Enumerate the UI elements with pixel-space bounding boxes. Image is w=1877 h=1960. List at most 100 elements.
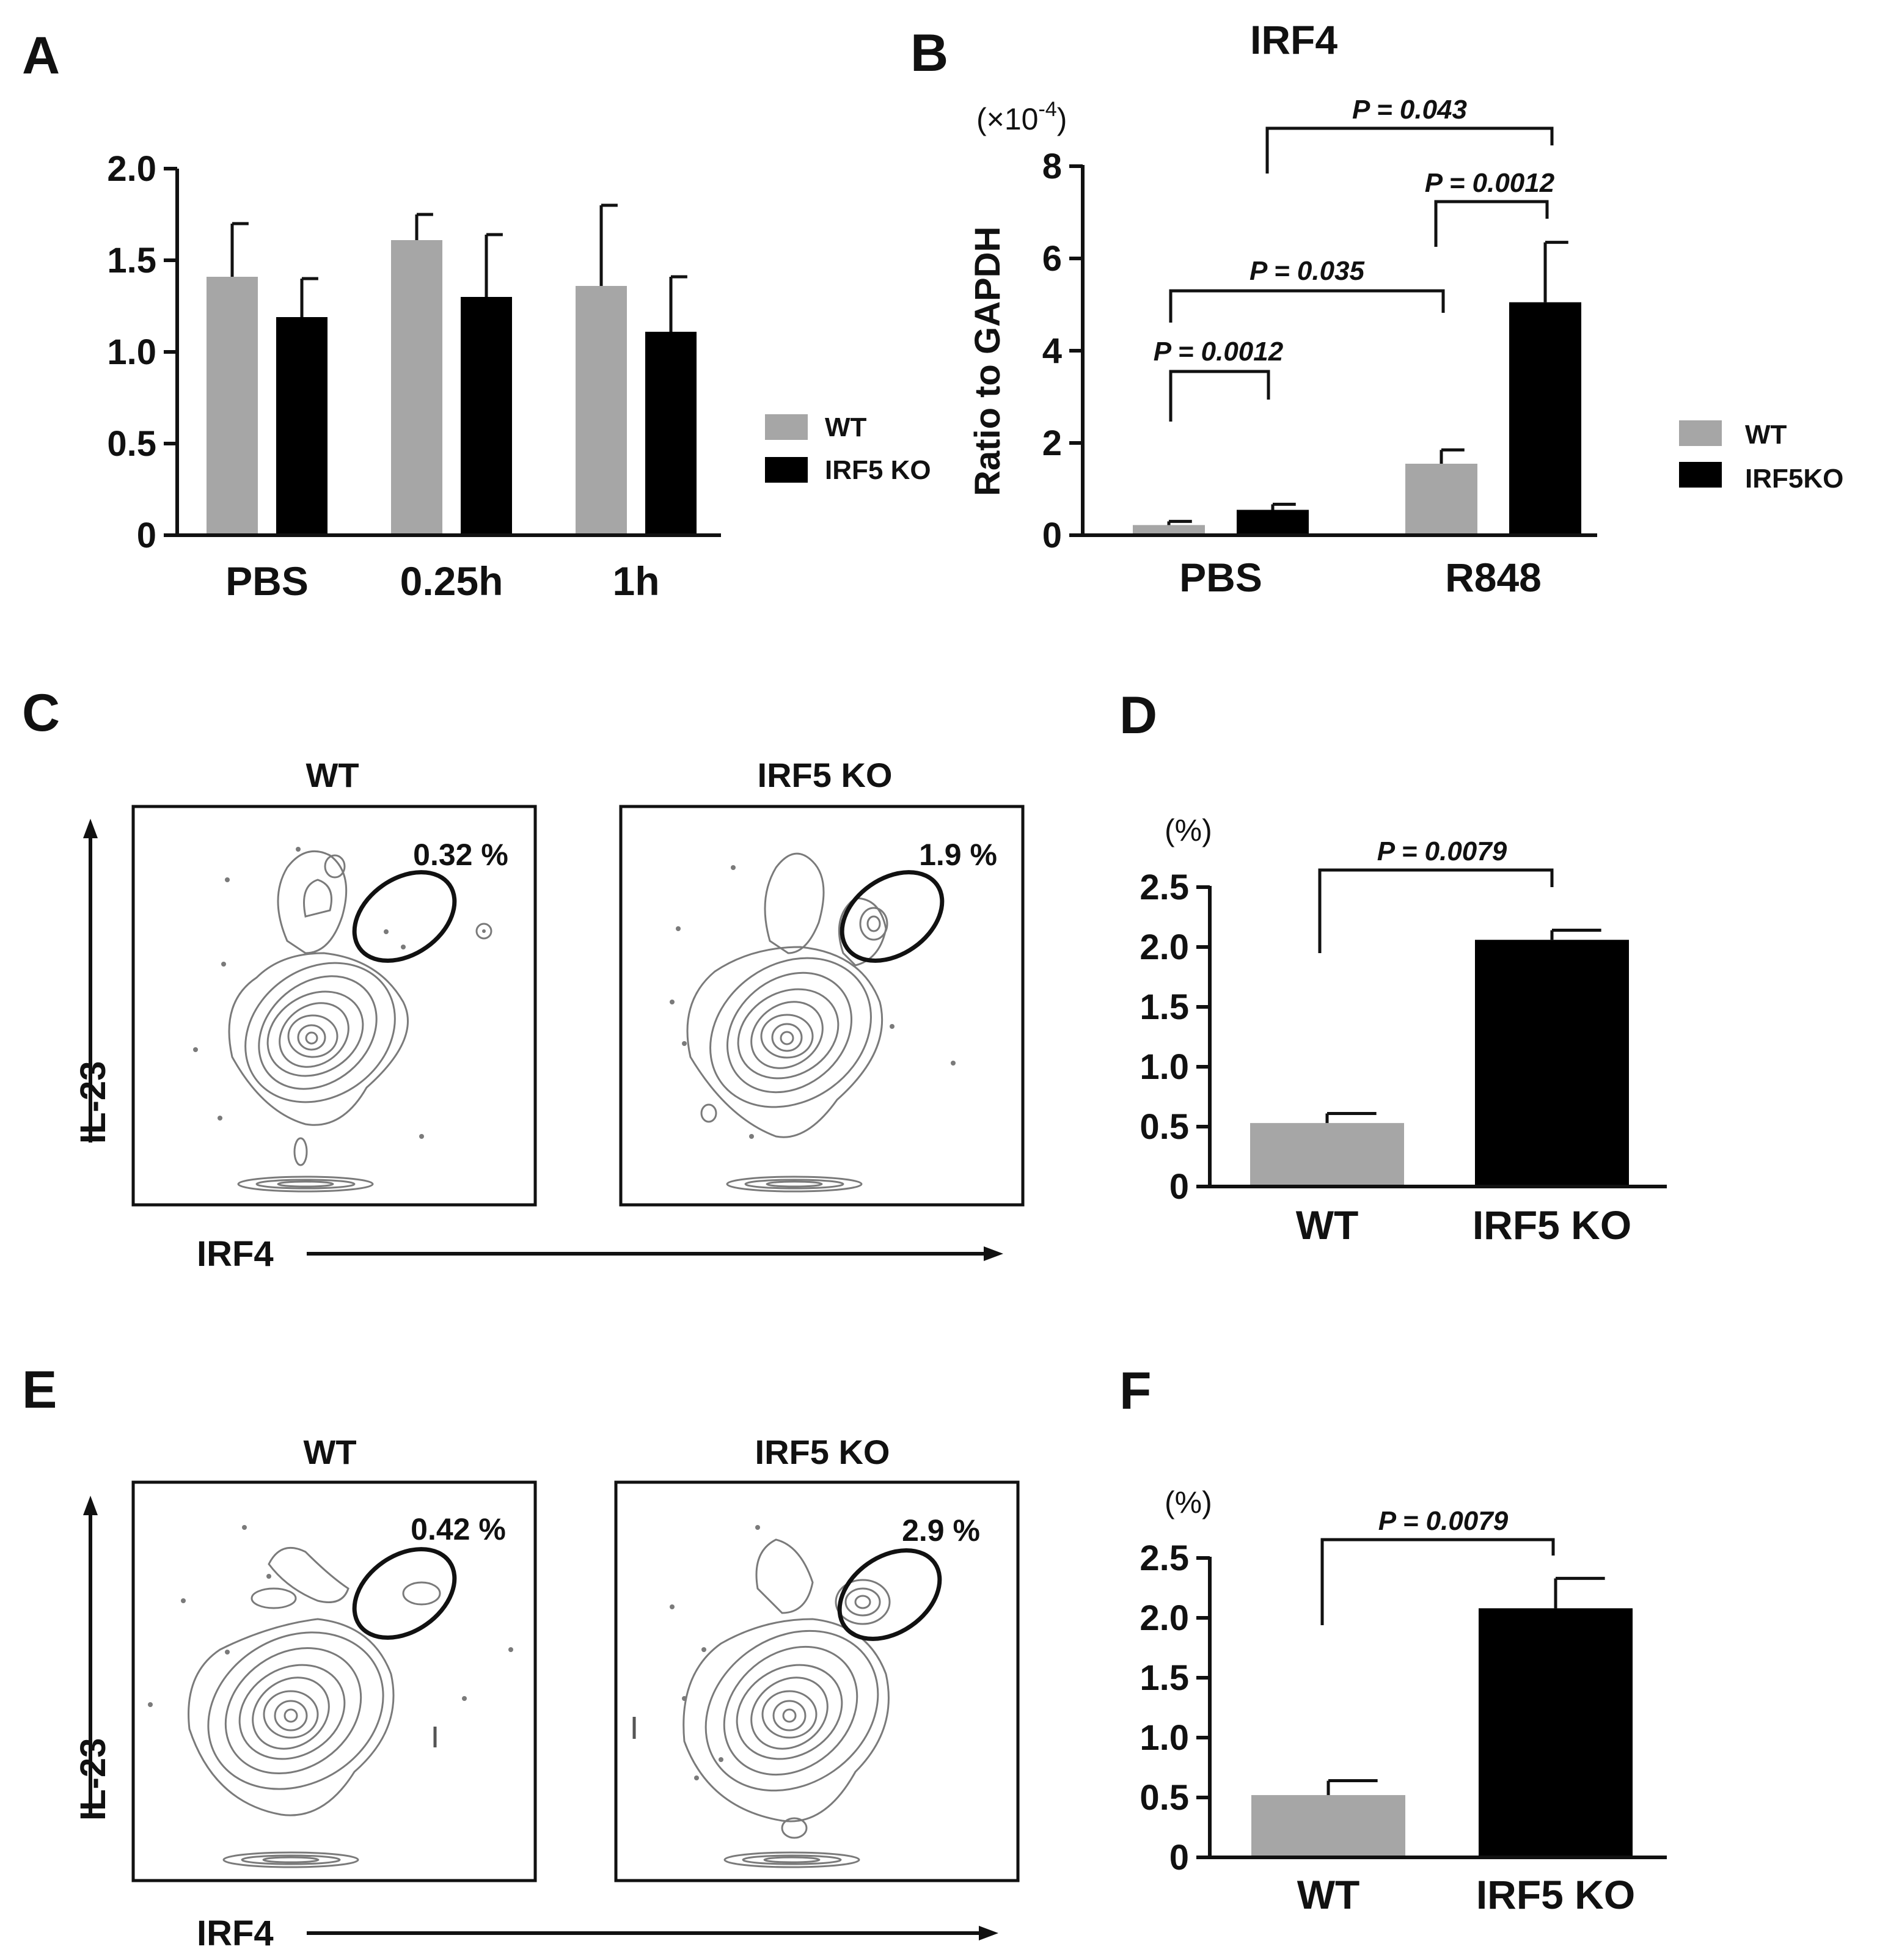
panel-letter-d: D [1119, 686, 1157, 745]
chart-d-bars [1250, 929, 1629, 1187]
pvalue-d: P = 0.0079 [1377, 836, 1507, 866]
chart-d-category-label: WT [1296, 1202, 1359, 1248]
panel-e: E WT [22, 1361, 1020, 1953]
chart-b-ytick-label: 2 [1042, 423, 1062, 463]
chart-d-ytick-label: 2.0 [1140, 927, 1189, 967]
flow-e-wt-gate [352, 1547, 457, 1640]
chart-b-y-ticks: 0 2 4 6 8 [1042, 147, 1083, 555]
chart-f-categories: WT IRF5 KO [1297, 1872, 1635, 1917]
flow-plot-e-wt: WT [131, 1433, 537, 1882]
panel-f: F (%) 0 0.5 1.0 1.5 2.0 2.5 WT IRF5 KO P = 0.0… [1119, 1362, 1667, 1917]
panel-a: A 0 0.5 1.0 1.5 2.0 PBS 0.25h 1h WT IRF5 KO [22, 26, 931, 604]
flow-c-wt-percent: 0.32 % [413, 838, 508, 872]
chart-f-category-label: IRF5 KO [1476, 1872, 1635, 1917]
chart-d-ytick-label: 1.0 [1140, 1047, 1189, 1087]
chart-b-category-label: R848 [1445, 555, 1542, 600]
flow-plot-c-ko: IRF5 KO [619, 756, 1025, 1207]
chart-f-bars [1251, 1576, 1633, 1857]
legend-b-wt-swatch [1679, 420, 1722, 446]
chart-a-category-label: 0.25h [400, 558, 503, 604]
legend-b-wt-label: WT [1745, 420, 1787, 450]
bracket-d [1318, 868, 1554, 953]
bar-d-ko [1475, 940, 1629, 1187]
legend-a-ko-swatch [765, 457, 808, 483]
flow-plot-e-ko: IRF5 KO [614, 1433, 1020, 1882]
chart-a-ytick-label: 0.5 [107, 424, 156, 464]
chart-a-categories: PBS 0.25h 1h [225, 558, 659, 604]
chart-f-ytick-label: 0.5 [1140, 1778, 1189, 1818]
chart-b-bars [1133, 241, 1581, 535]
chart-d-categories: WT IRF5 KO [1296, 1202, 1631, 1248]
panel-b: B IRF4 (×10-4) Ratio to GAPDH 0 2 4 6 8 PBS R… [910, 17, 1843, 600]
flow-e-wt-title: WT [303, 1433, 356, 1471]
bar-b-ko-PBS [1237, 510, 1309, 535]
flow-e-wt-contours [148, 1525, 513, 1868]
chart-b-ytick-label: 8 [1042, 147, 1062, 186]
bar-f-ko [1479, 1608, 1633, 1857]
chart-b-significance: P = 0.043 P = 0.0012 P = 0.035 P = 0.001… [1154, 95, 1555, 422]
pvalue-b-1: P = 0.043 [1352, 95, 1467, 125]
panel-letter-e: E [22, 1361, 57, 1419]
chart-b-title: IRF4 [1250, 17, 1337, 62]
flow-c-ko-contours [670, 852, 956, 1193]
bar-b-wt-PBS [1133, 525, 1205, 535]
chart-b-y-unit: (×10-4) [976, 98, 1067, 136]
flow-c-x-label: IRF4 [197, 1234, 274, 1274]
legend-b-ko-swatch [1679, 462, 1722, 488]
flow-e-wt-percent: 0.42 % [411, 1512, 506, 1546]
flow-c-wt-title: WT [306, 756, 359, 794]
pvalue-b-3: P = 0.035 [1250, 256, 1364, 286]
flow-e-wt-frame [131, 1480, 537, 1882]
chart-a-category-label: 1h [612, 558, 659, 604]
pvalue-b-4: P = 0.0012 [1154, 337, 1284, 367]
panel-letter-a: A [22, 26, 60, 85]
flow-c-ko-percent: 1.9 % [919, 838, 997, 872]
flow-e-ko-contours [632, 1525, 891, 1868]
bar-f-wt [1251, 1795, 1405, 1857]
chart-b-ytick-label: 6 [1042, 239, 1062, 279]
chart-f-ytick-label: 1.0 [1140, 1718, 1189, 1758]
pvalue-b-2: P = 0.0012 [1425, 168, 1555, 198]
chart-a-bars [207, 203, 697, 535]
chart-b-category-label: PBS [1179, 555, 1262, 600]
chart-a-ytick-label: 0 [137, 516, 156, 555]
chart-a-ytick-label: 1.0 [107, 332, 156, 372]
flow-c-wt-contours [193, 847, 492, 1193]
pvalue-f: P = 0.0079 [1378, 1506, 1509, 1536]
legend-b-ko-label: IRF5KO [1745, 464, 1843, 494]
flow-e-x-label: IRF4 [197, 1914, 274, 1953]
bar-a-ko-1h [645, 332, 697, 535]
bracket-b-pbs-ko-vs-r848-ko [1265, 126, 1554, 174]
flow-e-x-arrowhead [979, 1926, 998, 1940]
bar-b-ko-R848 [1509, 302, 1581, 535]
chart-a-category-label: PBS [225, 558, 309, 604]
flow-c-wt-gate [352, 870, 457, 963]
flow-e-ko-percent: 2.9 % [902, 1513, 980, 1548]
bar-a-ko-PBS [276, 317, 327, 535]
chart-d-ytick-label: 0 [1169, 1167, 1189, 1207]
chart-d-y-ticks: 0 0.5 1.0 1.5 2.0 2.5 [1140, 868, 1210, 1207]
flow-e-y-label: IL-23 [73, 1738, 113, 1821]
legend-a-wt-swatch [765, 414, 808, 440]
bar-a-wt-1h [576, 286, 627, 535]
chart-f-ytick-label: 2.0 [1140, 1598, 1189, 1638]
legend-a-ko-label: IRF5 KO [825, 455, 931, 485]
chart-b-ytick-label: 4 [1042, 331, 1062, 371]
flow-e-axes: IL-23 IRF4 [73, 1496, 998, 1953]
chart-b-legend: WT IRF5KO [1679, 420, 1843, 494]
chart-d-category-label: IRF5 KO [1473, 1202, 1631, 1248]
chart-b-ytick-label: 0 [1042, 516, 1062, 555]
flow-e-ko-title: IRF5 KO [755, 1433, 890, 1471]
chart-f-ytick-label: 1.5 [1140, 1658, 1189, 1698]
chart-a-legend: WT IRF5 KO [765, 412, 931, 485]
bracket-f [1320, 1538, 1555, 1625]
flow-c-x-arrowhead [984, 1246, 1003, 1261]
chart-f-ytick-label: 0 [1169, 1838, 1189, 1878]
chart-f-y-unit: (%) [1165, 1485, 1212, 1519]
panel-c: C WT [22, 684, 1025, 1274]
flow-c-ko-gate [840, 870, 945, 963]
chart-d-ytick-label: 2.5 [1140, 868, 1189, 907]
flow-c-y-arrowhead [83, 819, 98, 838]
bracket-b-r848-wt-vs-ko [1434, 200, 1549, 247]
